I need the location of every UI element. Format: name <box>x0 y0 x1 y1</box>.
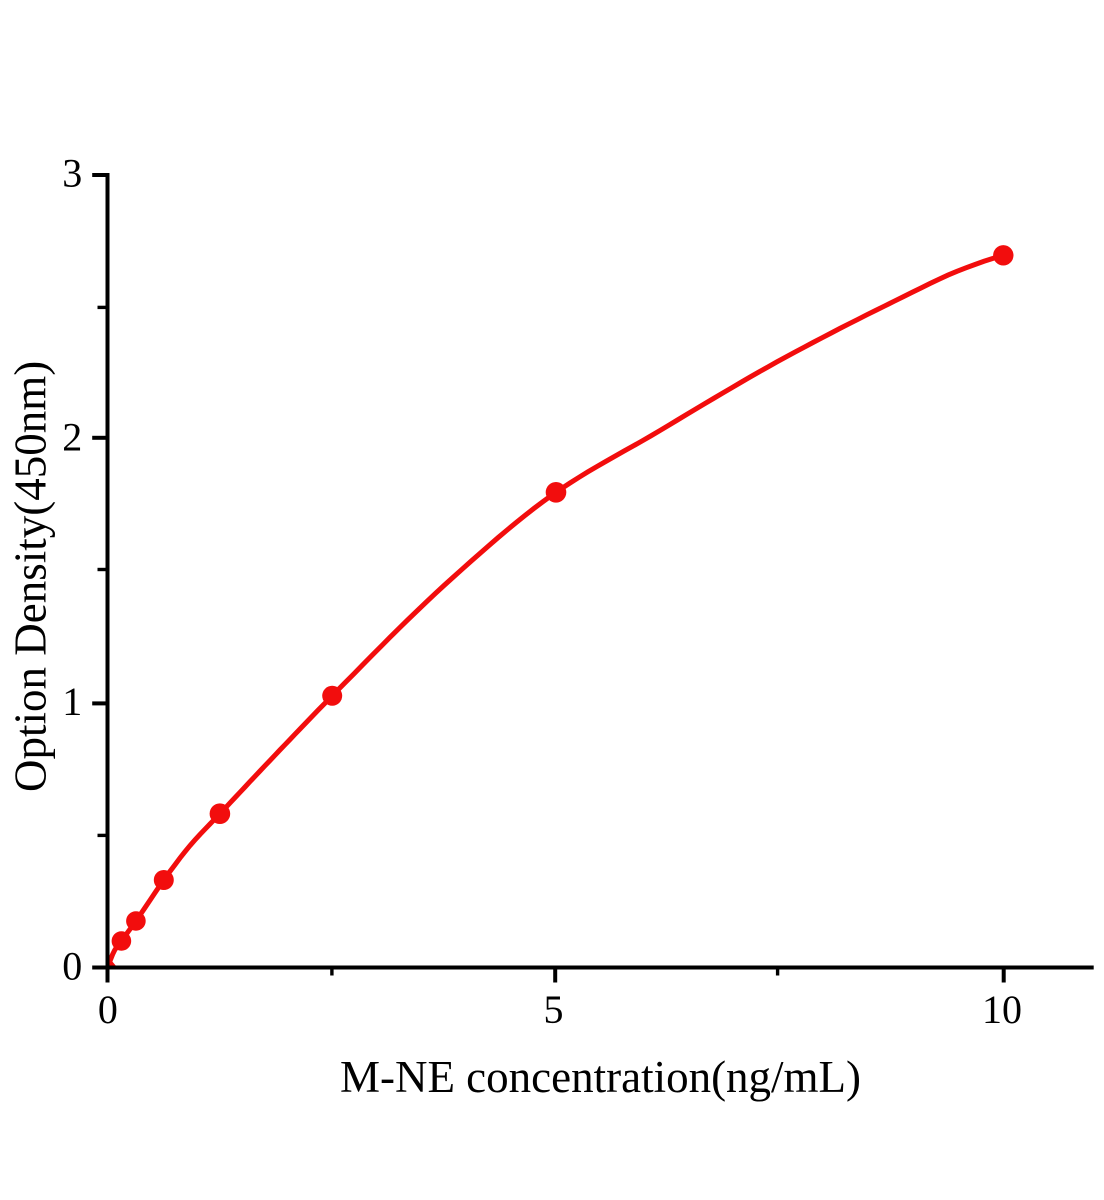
svg-text:5: 5 <box>544 987 564 1032</box>
svg-text:0: 0 <box>62 944 82 989</box>
svg-text:2: 2 <box>62 415 82 460</box>
svg-text:10: 10 <box>982 987 1022 1032</box>
svg-text:Option Density(450nm): Option Density(450nm) <box>6 361 56 792</box>
svg-text:0: 0 <box>98 987 118 1032</box>
svg-text:1: 1 <box>62 679 82 724</box>
svg-text:M-NE concentration(ng/mL): M-NE concentration(ng/mL) <box>340 1052 861 1102</box>
svg-text:3: 3 <box>62 151 82 196</box>
